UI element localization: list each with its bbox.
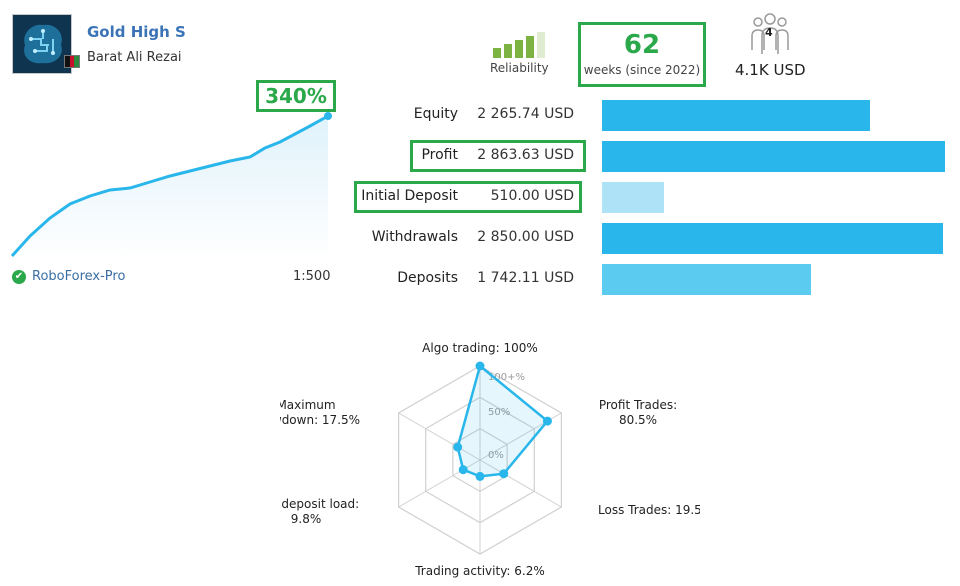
reliability-bar	[526, 36, 534, 58]
broker-link[interactable]: ✔ RoboForex-Pro	[12, 269, 125, 284]
leverage-value: 1:500	[293, 269, 331, 284]
stat-label: Profit	[421, 147, 458, 163]
reliability-bar	[537, 32, 545, 58]
radar-axis-label: Max deposit load:9.8%	[280, 497, 359, 526]
stat-bar	[602, 141, 945, 172]
radar-data-point	[475, 471, 485, 481]
radar-data-point	[542, 416, 552, 426]
subscribers-count: 4	[765, 26, 773, 39]
growth-line	[10, 114, 329, 258]
stat-bar	[602, 182, 664, 213]
weeks-value: 62	[623, 30, 661, 60]
stat-value: 510.00 USD	[490, 188, 574, 204]
stat-bar	[602, 223, 943, 254]
reliability-label: Reliability	[490, 61, 549, 75]
radar-axis-label: Trading activity: 6.2%	[414, 564, 545, 578]
radar-axis-label: Profit Trades: 80.5%	[599, 398, 677, 427]
radar-axis-label: Maximumdrawdown: 17.5%	[280, 398, 360, 427]
radar-axis-label: Algo trading: 100%	[422, 341, 538, 355]
stat-label: Initial Deposit	[361, 188, 458, 204]
country-flag-icon	[64, 55, 80, 68]
author-name[interactable]: Barat Ali Rezai	[87, 50, 182, 65]
reliability-bar	[504, 44, 512, 58]
gain-value: 340%	[256, 80, 336, 112]
growth-chart	[10, 112, 332, 258]
stat-value: 2 850.00 USD	[477, 229, 574, 245]
radar-ring-label: 50%	[488, 407, 510, 418]
radar-ring-label: 100+%	[488, 372, 525, 383]
reliability-bars-icon	[493, 28, 547, 58]
verified-check-icon: ✔	[12, 269, 26, 284]
stat-label: Deposits	[397, 270, 458, 286]
stat-value: 2 265.74 USD	[477, 106, 574, 122]
radar-axis-label: Loss Trades: 19.5%	[598, 503, 700, 517]
radar-spoke	[398, 412, 481, 461]
stat-label: Equity	[413, 106, 458, 122]
radar-spoke	[479, 459, 562, 508]
stat-bar	[602, 100, 870, 131]
radar-chart: 100+% 50% 0% Algo trading: 100% Profit Trade…	[280, 341, 700, 578]
stat-label: Withdrawals	[371, 229, 458, 245]
reliability-bar	[515, 40, 523, 58]
stat-value: 1 742.11 USD	[477, 270, 574, 286]
radar-data-point	[453, 442, 463, 452]
weeks-label: weeks (since 2022)	[583, 63, 701, 77]
reliability-bar	[493, 48, 501, 58]
signal-title[interactable]: Gold High S	[87, 23, 186, 41]
brain-chip-icon	[13, 15, 71, 73]
initial-deposit-highlight-box	[354, 181, 582, 213]
broker-name: RoboForex-Pro	[32, 269, 126, 284]
radar-data-point	[475, 361, 485, 371]
profit-highlight-box	[410, 140, 586, 172]
radar-ring-label: 0%	[488, 450, 504, 461]
growth-area	[12, 116, 328, 258]
author-avatar[interactable]	[12, 14, 72, 74]
stat-value: 2 863.63 USD	[477, 147, 574, 163]
growth-end-point	[324, 112, 332, 120]
radar-data-point	[458, 465, 468, 475]
weeks-box: 62 weeks (since 2022)	[578, 22, 706, 87]
subscribers-icon	[751, 13, 789, 54]
radar-data-point	[499, 469, 509, 479]
stat-bar	[602, 264, 811, 295]
subscribers-funds: 4.1K USD	[735, 61, 806, 79]
